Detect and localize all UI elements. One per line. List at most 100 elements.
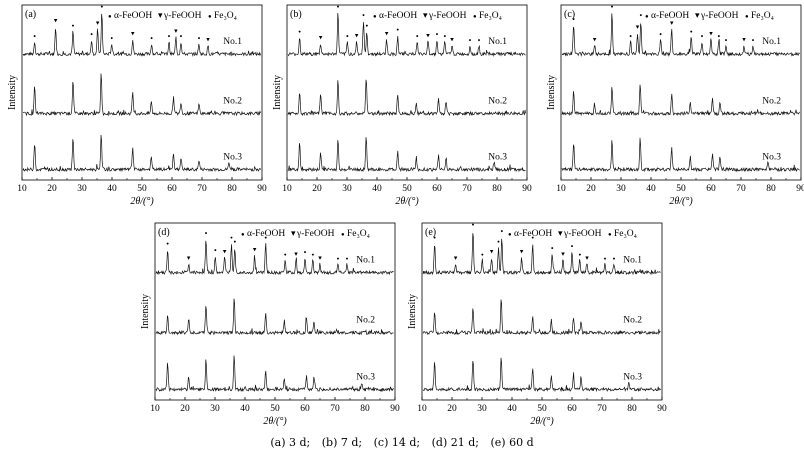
x-tick-label: 10 [17, 184, 27, 194]
x-tick-label: 50 [676, 184, 686, 194]
peak-marker: ● [531, 235, 534, 240]
peak-marker: ▾ [636, 23, 640, 31]
peak-marker: ▾ [670, 19, 674, 27]
x-tick-label: 40 [372, 184, 382, 194]
peak-marker: ● [362, 12, 365, 17]
caption-a: (a) 3 d; [270, 436, 311, 449]
x-tick-label: 60 [167, 184, 177, 194]
xrd-trace [422, 299, 661, 336]
peak-marker: ● [690, 29, 693, 34]
panel-label: (d) [158, 227, 170, 238]
trace-label: No.2 [488, 97, 507, 107]
legend-marker: ● [341, 232, 345, 238]
peak-marker: ● [72, 23, 75, 28]
caption-b: (b) 7 d; [321, 436, 363, 449]
legend-entry: α-FeOOH [114, 11, 152, 21]
panel-label: (a) [25, 9, 36, 20]
x-axis-label: 2θ/(°) [530, 416, 554, 427]
peak-marker: ● [233, 239, 236, 244]
peak-marker: ● [346, 33, 349, 38]
peak-marker: ● [205, 231, 208, 236]
peak-marker: ▾ [593, 36, 597, 44]
peak-marker: ● [639, 12, 642, 17]
x-tick-label: 20 [47, 184, 57, 194]
peak-marker: ● [416, 33, 419, 38]
trace-label: No.2 [223, 97, 242, 107]
xrd-trace [155, 240, 394, 276]
trace-label: No.3 [488, 153, 507, 163]
x-tick-label: 60 [432, 184, 442, 194]
x-tick-label: 90 [657, 404, 667, 414]
peak-marker: ▾ [206, 36, 210, 44]
x-tick-label: 70 [597, 404, 607, 414]
x-tick-label: 80 [766, 184, 776, 194]
x-tick-label: 40 [107, 184, 117, 194]
x-tick-label: 70 [197, 184, 207, 194]
peak-marker: ● [168, 33, 171, 38]
peak-marker: ▾ [294, 250, 298, 258]
x-tick-label: 80 [227, 184, 237, 194]
panel-label: (b) [290, 9, 302, 20]
peak-marker: ▾ [454, 254, 458, 262]
legend-marker: ● [241, 232, 245, 238]
peak-marker: ● [180, 33, 183, 38]
trace-label: No.3 [356, 372, 375, 382]
figure-caption: (a) 3 d; (b) 7 d; (c) 14 d; (d) 21 d; (e… [0, 436, 804, 449]
trace-label: No.2 [356, 316, 375, 326]
peak-marker: ▾ [490, 248, 494, 256]
legend-entry: γ-FeOOH [700, 11, 739, 21]
x-tick-label: 50 [537, 404, 547, 414]
legend-marker: ● [608, 232, 612, 238]
legend: ● α-FeOOH ▾ γ-FeOOH ● Fe₃O₄ [645, 10, 774, 21]
peak-marker: ▾ [561, 250, 565, 258]
peak-marker: ● [500, 228, 503, 233]
peak-marker: ● [613, 256, 616, 261]
legend: ● α-FeOOH ▾ γ-FeOOH ● Fe₃O₄ [373, 10, 502, 21]
legend-entry: γ-FeOOH [563, 229, 602, 239]
legend-marker: ● [208, 14, 212, 20]
peak-marker: ▾ [520, 248, 524, 256]
trace-label: No.1 [223, 37, 242, 47]
xrd-trace [561, 84, 800, 117]
x-tick-label: 20 [180, 404, 190, 414]
xrd-trace [155, 355, 394, 393]
legend-entry: γ-FeOOH [296, 229, 335, 239]
x-tick-label: 80 [492, 184, 502, 194]
xrd-trace [22, 134, 261, 173]
x-tick-label: 40 [646, 184, 656, 194]
peak-marker: ● [110, 36, 113, 41]
legend-marker: ▾ [291, 228, 296, 238]
legend-entry: γ-FeOOH [163, 11, 202, 21]
peak-marker: ● [365, 23, 368, 28]
legend-entry: α-FeOOH [247, 229, 285, 239]
peak-marker: ● [346, 256, 349, 261]
xrd-trace [22, 73, 261, 117]
peak-marker: ● [311, 252, 314, 257]
xrd-trace [561, 137, 800, 173]
x-tick-label: 20 [447, 404, 457, 414]
caption-d: (d) 21 d; [431, 436, 479, 449]
peak-marker: ● [725, 38, 728, 43]
legend-marker: ● [473, 14, 477, 20]
xrd-trace [287, 79, 526, 117]
peak-marker: ● [436, 31, 439, 36]
peak-marker: ● [264, 235, 267, 240]
peak-marker: ▾ [450, 36, 454, 44]
x-tick-label: 30 [477, 404, 487, 414]
trace-label: No.2 [762, 97, 781, 107]
peak-marker: ● [701, 33, 704, 38]
x-tick-label: 20 [312, 184, 322, 194]
x-tick-label: 50 [137, 184, 147, 194]
peak-marker: ● [571, 243, 574, 248]
x-tick-label: 10 [417, 404, 427, 414]
trace-label: No.1 [488, 37, 507, 47]
legend-marker: ● [108, 14, 112, 20]
legend-marker: ▾ [695, 10, 700, 20]
x-tick-label: 10 [150, 404, 160, 414]
peak-marker: ● [472, 222, 475, 227]
xrd-trace [155, 298, 394, 336]
